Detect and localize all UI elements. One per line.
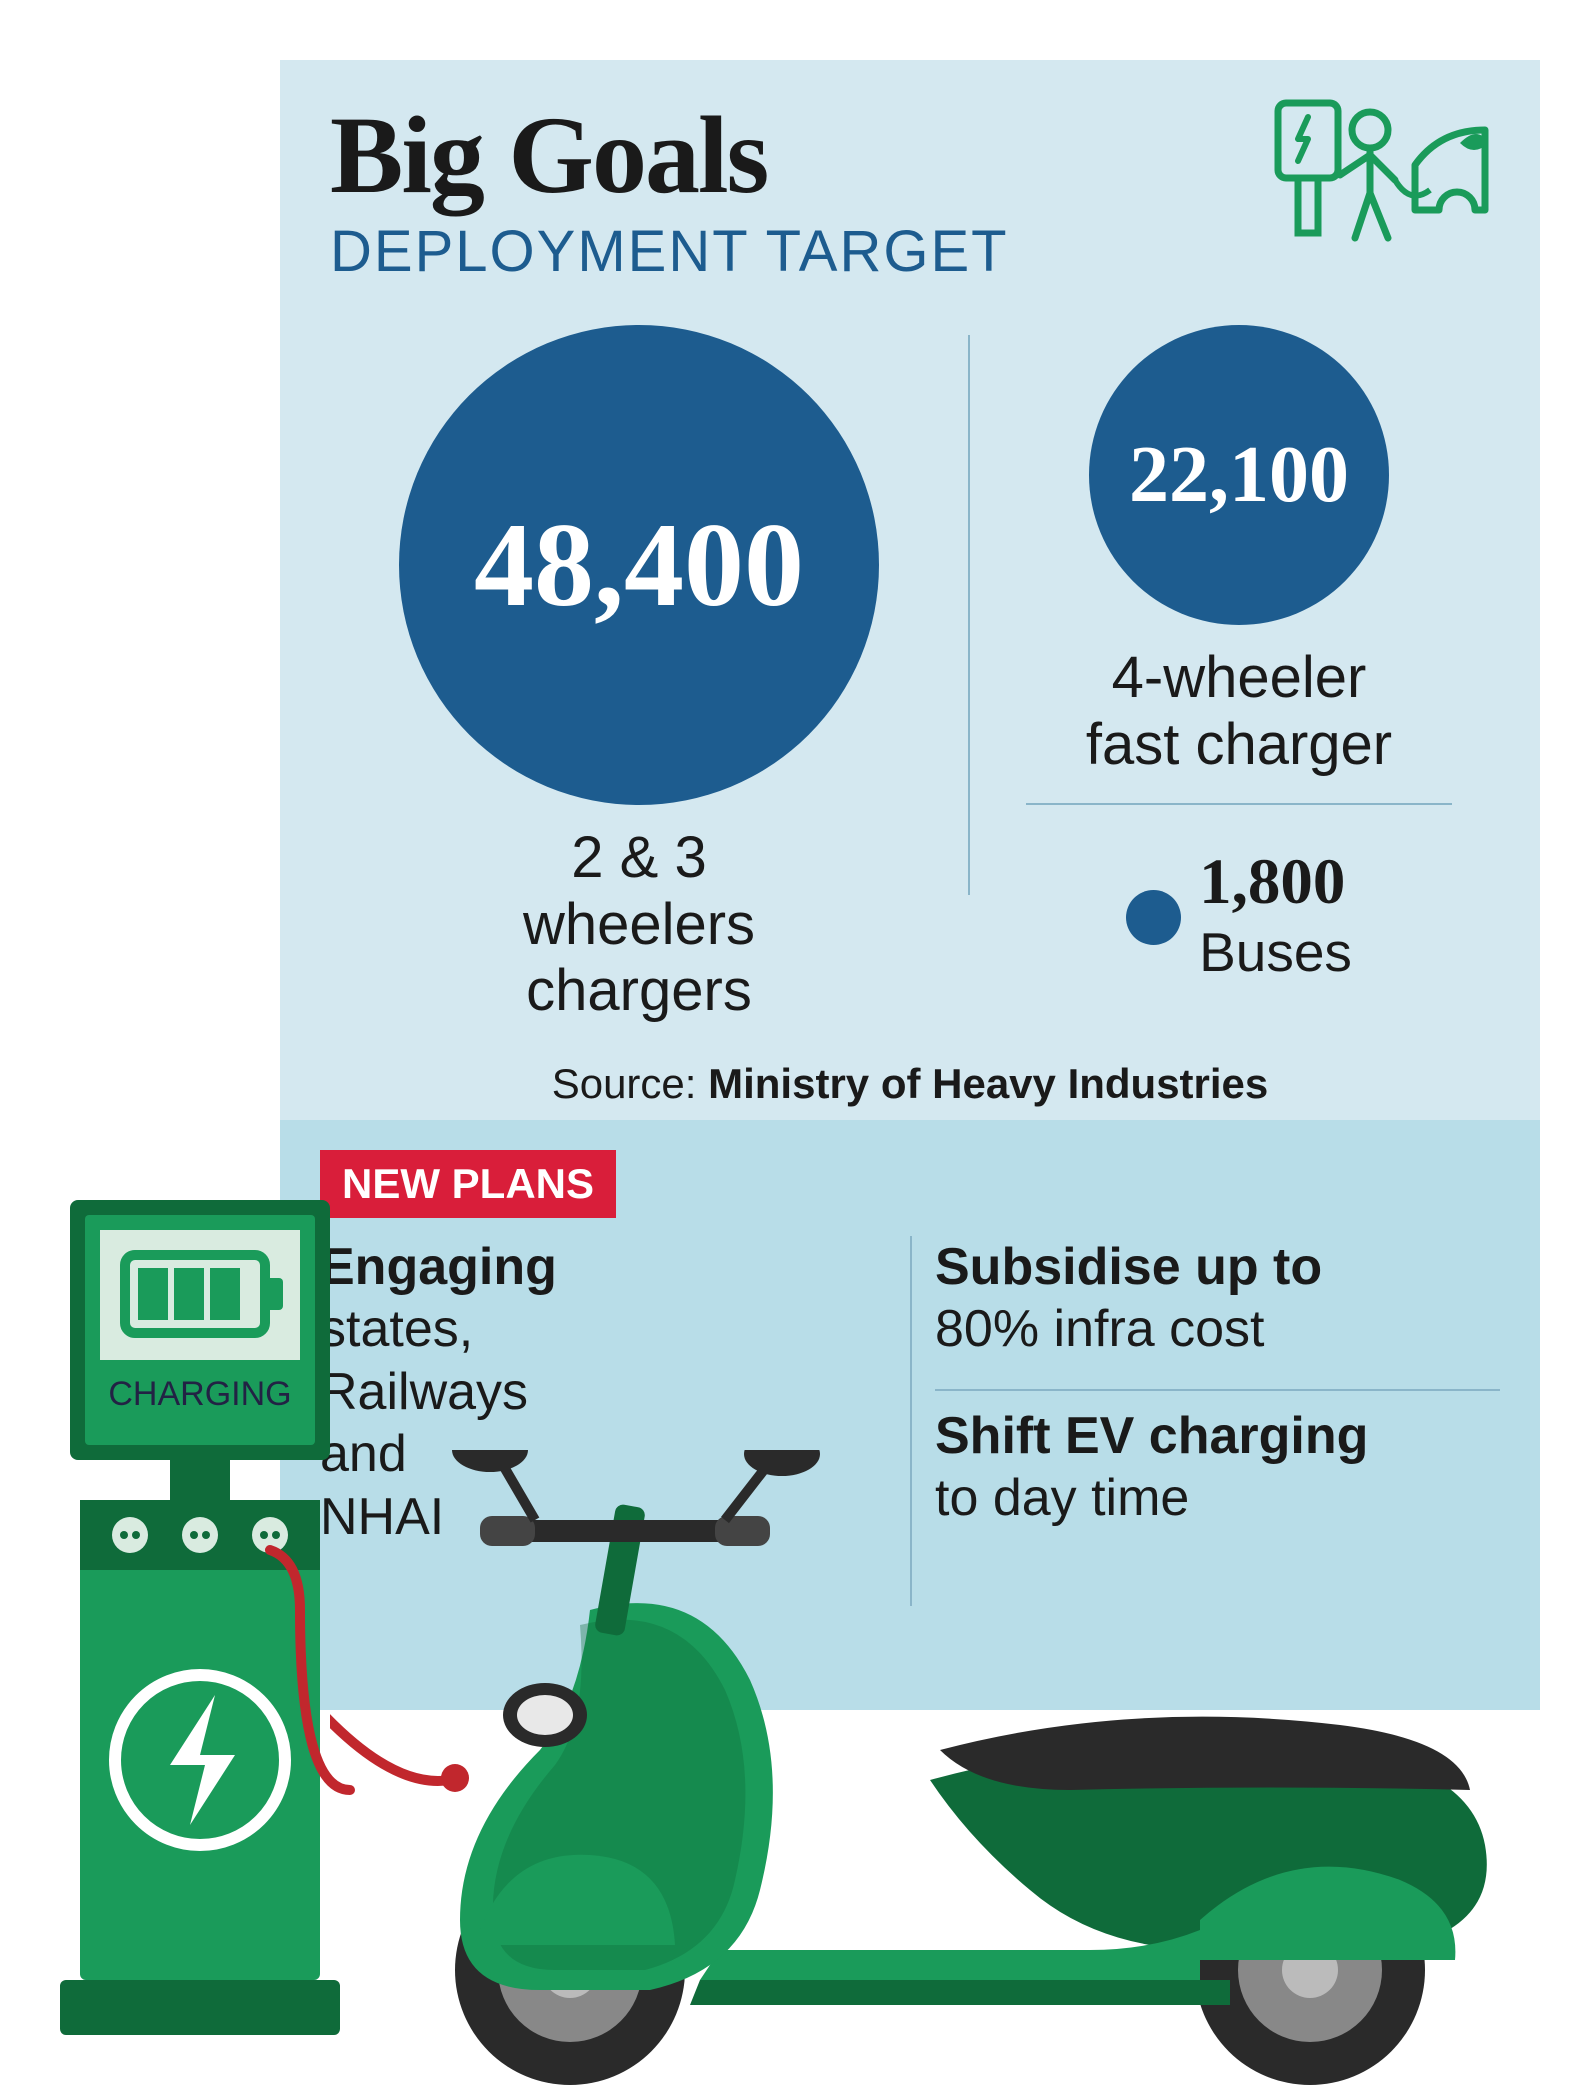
target-col-4-wheeler-buses: 22,100 4-wheeler fast charger 1,800 Buse…	[968, 325, 1490, 1025]
stat-value-small: 1,800	[1199, 845, 1352, 920]
stat-value-large: 48,400	[474, 496, 804, 634]
new-plans-badge: NEW PLANS	[320, 1150, 616, 1218]
stat-circle-medium: 22,100	[1089, 325, 1389, 625]
stat-circle-large: 48,400	[399, 325, 879, 805]
stat-buses-row: 1,800 Buses	[1126, 845, 1352, 984]
target-col-2-3-wheelers: 48,400 2 & 3 wheelers chargers	[330, 325, 968, 1025]
target-circles-row: 48,400 2 & 3 wheelers chargers 22,100 4-…	[330, 325, 1490, 1025]
deployment-target-card: Big Goals DEPLOYMENT TARGET 48,400 2 &	[280, 60, 1540, 1138]
source-line: Source: Ministry of Heavy Industries	[330, 1060, 1490, 1108]
plan-item-subsidise: Subsidise up to 80% infra cost	[935, 1236, 1500, 1361]
stat-circle-small	[1126, 890, 1181, 945]
divider-vertical	[968, 335, 970, 895]
ev-charging-icon	[1230, 95, 1490, 300]
stat-value-medium: 22,100	[1129, 430, 1349, 521]
charging-label-text: CHARGING	[108, 1375, 291, 1413]
stat-buses-text: 1,800 Buses	[1199, 845, 1352, 984]
plans-divider-horizontal	[935, 1389, 1500, 1391]
ev-scooter-icon	[330, 1450, 1570, 2095]
stat-label-large: 2 & 3 wheelers chargers	[523, 825, 755, 1025]
stat-label-medium: 4-wheeler fast charger	[1086, 645, 1392, 778]
divider-horizontal	[1026, 803, 1453, 805]
charging-station-icon: CHARGING	[40, 1200, 360, 2065]
stat-label-small: Buses	[1199, 920, 1352, 984]
